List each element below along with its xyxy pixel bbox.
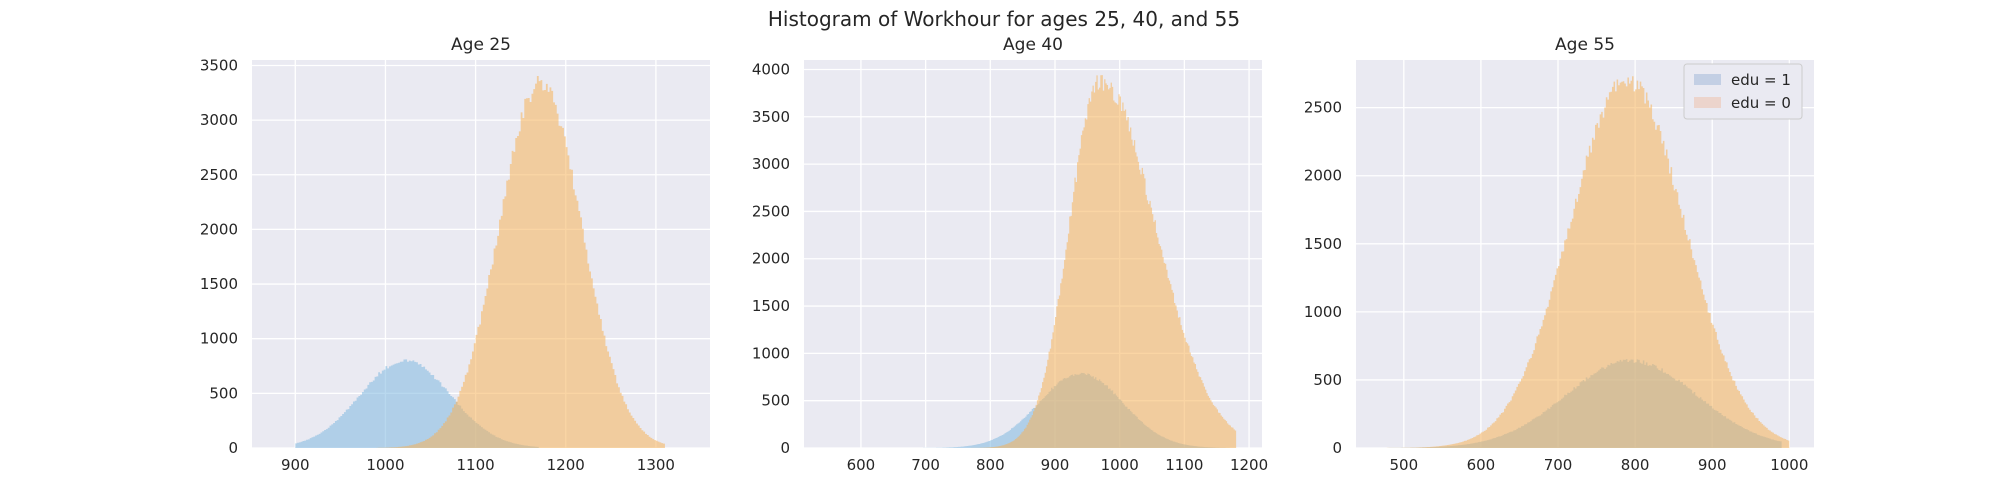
x-tick-label: 900 (1698, 456, 1727, 474)
histogram-edu-0 (804, 75, 1264, 448)
x-tick-label: 1000 (1770, 456, 1808, 474)
y-tick-label: 1500 (752, 297, 790, 315)
legend-swatch-edu-1 (1694, 74, 1721, 85)
x-tick-label: 700 (911, 456, 940, 474)
y-tick-label: 3500 (200, 56, 238, 74)
y-tick-label: 3000 (752, 155, 790, 173)
y-tick-label: 2000 (200, 220, 238, 238)
y-tick-label: 500 (761, 392, 790, 410)
y-tick-label: 1500 (200, 275, 238, 293)
legend-label-edu-1: edu = 1 (1731, 71, 1791, 89)
histogram-edu-0 (1356, 76, 1816, 448)
figure-title: Histogram of Workhour for ages 25, 40, a… (768, 7, 1240, 31)
panel-2: 600 700 800 900 1000 1100 1200 0 500 1000 1500 2000… (752, 35, 1268, 474)
panels-group: 900 1000 1100 1200 1300 0 500 1000 1500 2000 2500 3… (200, 35, 1816, 474)
panel-title: Age 25 (451, 35, 511, 55)
y-tick-label: 500 (1313, 371, 1342, 389)
x-tick-label: 1300 (637, 456, 675, 474)
y-tick-label: 3500 (752, 108, 790, 126)
x-tick-label: 800 (976, 456, 1005, 474)
y-tick-label: 3000 (200, 111, 238, 129)
y-tick-label: 1500 (1304, 235, 1342, 253)
y-tick-label: 2500 (200, 166, 238, 184)
histogram-edu-0 (252, 76, 712, 448)
x-tick-label: 500 (1389, 456, 1418, 474)
x-tick-label: 1000 (366, 456, 404, 474)
x-tick-label: 1200 (1230, 456, 1268, 474)
x-tick-label: 1200 (547, 456, 585, 474)
x-tick-label: 1000 (1101, 456, 1139, 474)
y-tick-label: 0 (1332, 439, 1342, 457)
y-tick-label: 0 (780, 439, 790, 457)
y-tick-label: 1000 (1304, 303, 1342, 321)
y-tick-label: 4000 (752, 60, 790, 78)
y-tick-label: 2500 (752, 202, 790, 220)
y-tick-label: 1000 (200, 330, 238, 348)
panel-title: Age 40 (1003, 35, 1063, 55)
legend: edu = 1 edu = 0 (1683, 63, 1803, 120)
legend-label-edu-0: edu = 0 (1731, 94, 1791, 112)
x-tick-label: 900 (1041, 456, 1070, 474)
panel-3: 500 600 700 800 900 1000 0 500 1000 1500 2000 2500 A… (1304, 35, 1816, 474)
x-tick-label: 600 (847, 456, 876, 474)
histogram-edu-1 (252, 359, 712, 448)
y-tick-label: 2500 (1304, 99, 1342, 117)
y-tick-label: 0 (228, 439, 238, 457)
x-tick-label: 900 (281, 456, 310, 474)
x-tick-label: 600 (1467, 456, 1496, 474)
y-tick-label: 1000 (752, 344, 790, 362)
y-tick-label: 2000 (1304, 167, 1342, 185)
y-tick-label: 500 (209, 384, 238, 402)
x-tick-label: 1100 (456, 456, 494, 474)
x-tick-label: 800 (1621, 456, 1650, 474)
legend-swatch-edu-0 (1694, 97, 1721, 108)
x-tick-label: 700 (1544, 456, 1573, 474)
x-tick-label: 1100 (1165, 456, 1203, 474)
y-tick-label: 2000 (752, 250, 790, 268)
panel-1: 900 1000 1100 1200 1300 0 500 1000 1500 2000 2500 3… (200, 35, 712, 474)
panel-title: Age 55 (1555, 35, 1615, 55)
